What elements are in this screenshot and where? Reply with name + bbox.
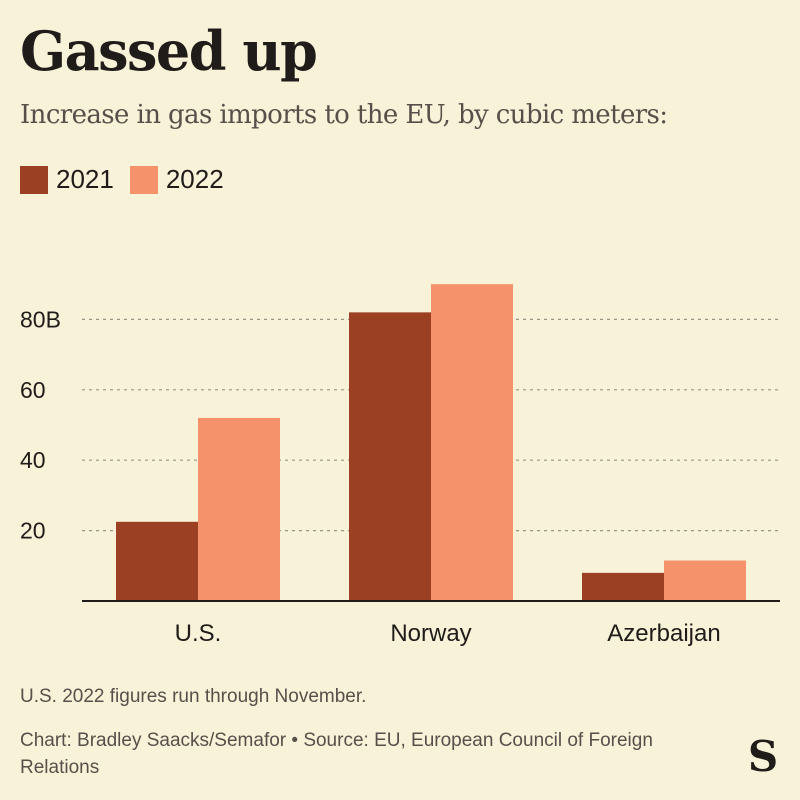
bar-norway-2022 bbox=[431, 284, 513, 601]
footnote: U.S. 2022 figures run through November. bbox=[20, 686, 367, 707]
bar-azerbaijan-2021 bbox=[582, 572, 664, 601]
legend-swatch-2022 bbox=[129, 165, 158, 194]
legend: 2021 2022 bbox=[20, 164, 240, 195]
semafor-logo-icon: S bbox=[747, 732, 779, 781]
x-tick-label-u-s-: U.S. bbox=[175, 620, 222, 647]
legend-swatch-2021 bbox=[20, 165, 48, 194]
y-tick-label-40: 40 bbox=[20, 447, 46, 473]
y-tick-label-60: 60 bbox=[20, 377, 46, 403]
y-tick-label-20: 20 bbox=[20, 518, 46, 544]
source-credit: Chart: Bradley Saacks/Semafor • Source: … bbox=[20, 730, 653, 778]
legend-label-2021: 2021 bbox=[56, 164, 114, 194]
chart-title: Gassed up bbox=[20, 19, 318, 83]
legend-label-2022: 2022 bbox=[165, 164, 224, 194]
bar-norway-2021 bbox=[349, 312, 431, 601]
bar-u-s--2021 bbox=[116, 521, 198, 601]
y-tick-label-80: 80B bbox=[20, 306, 61, 332]
bar-azerbaijan-2022 bbox=[664, 560, 746, 601]
x-tick-label-norway: Norway bbox=[390, 620, 471, 647]
legend-item-2022: 2022 bbox=[129, 164, 224, 195]
chart-subtitle: Increase in gas imports to the EU, by cu… bbox=[20, 100, 668, 130]
x-tick-label-azerbaijan: Azerbaijan bbox=[607, 620, 720, 647]
bar-u-s--2022 bbox=[198, 417, 280, 601]
legend-item-2021: 2021 bbox=[20, 164, 114, 195]
